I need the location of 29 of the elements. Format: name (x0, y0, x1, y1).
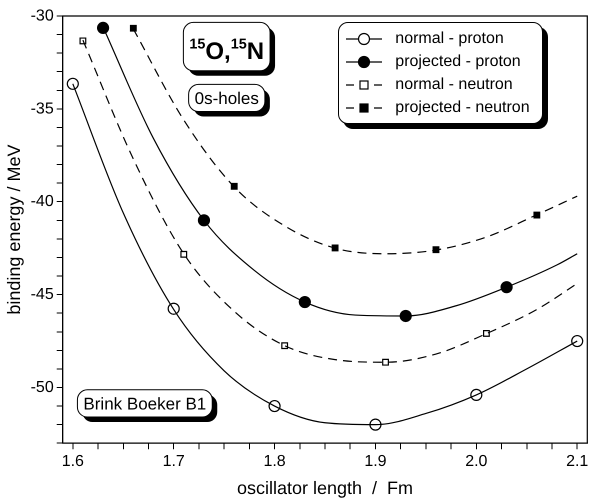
x-tick-label: 2.0 (465, 453, 488, 470)
point (96, 22, 110, 34)
annotation: Brink Boeker B1 (83, 394, 206, 414)
x-axis-title: oscillator length / Fm (236, 478, 414, 498)
y-tick-label: -45 (30, 286, 54, 304)
point (66, 78, 79, 90)
annotation: 0s-holes (194, 89, 259, 108)
legend-label: projected - neutron (395, 98, 530, 116)
y-tick-label: -35 (30, 100, 54, 118)
y-axis-title: binding energy / MeV (4, 144, 24, 315)
point (432, 246, 440, 254)
point (332, 244, 339, 252)
x-tick-label: 1.7 (162, 453, 185, 470)
y-tick-label: -40 (30, 193, 54, 210)
x-tick-label: 1.6 (62, 453, 84, 470)
point (382, 358, 389, 366)
point (482, 330, 490, 337)
legend-label: projected - proton (395, 52, 521, 70)
point (130, 24, 137, 32)
point (571, 334, 584, 348)
x-tick-label: 1.9 (364, 453, 387, 470)
point (533, 212, 540, 219)
legend-label: normal - neutron (395, 76, 513, 94)
legend-label: normal - proton (395, 30, 504, 48)
y-tick-label: -50 (30, 378, 54, 396)
y-tick-label: -30 (30, 7, 54, 24)
x-tick-label: 2.1 (566, 453, 588, 470)
point (281, 342, 288, 350)
x-tick-label: 1.8 (263, 453, 286, 470)
